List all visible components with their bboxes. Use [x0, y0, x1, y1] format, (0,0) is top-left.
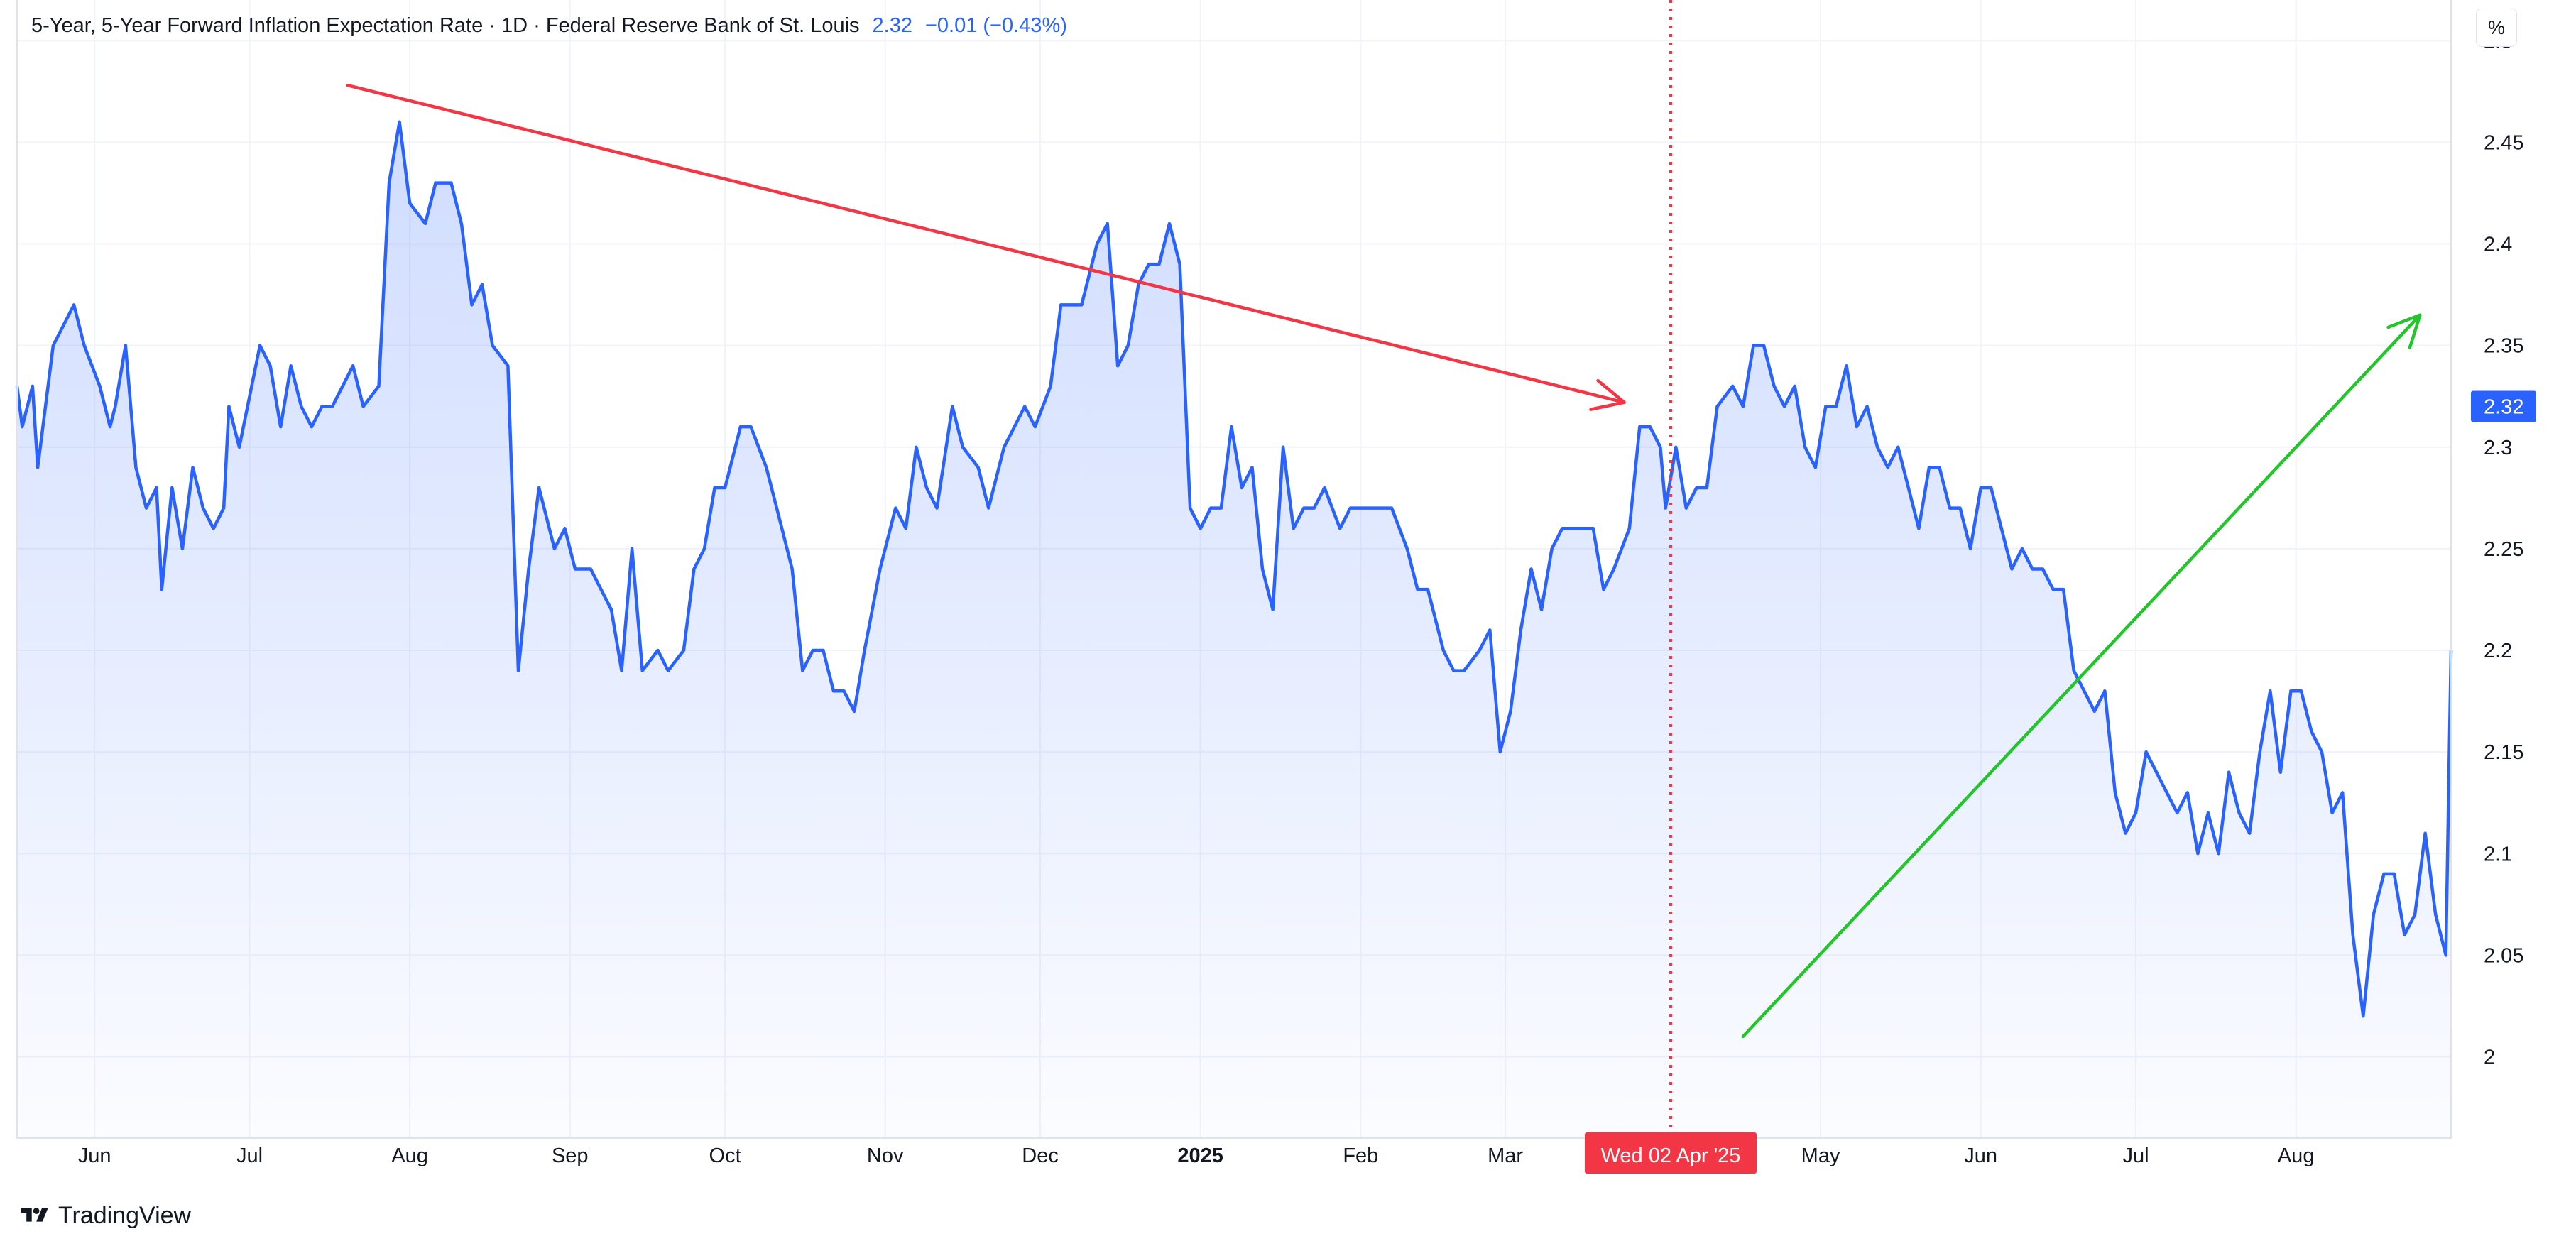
tradingview-logo-icon: [21, 1208, 48, 1222]
x-tick-label: Jun: [78, 1144, 111, 1167]
downtrend-arrow: [346, 83, 1626, 405]
x-tick-label: Sep: [552, 1144, 589, 1167]
y-tick-label: 2.25: [2484, 538, 2523, 561]
trend-annotations[interactable]: [346, 83, 2422, 1039]
value-change: −0.01 (−0.43%): [924, 13, 1067, 37]
y-tick-label: 2.1: [2484, 843, 2512, 865]
symbol-title[interactable]: 5-Year, 5-Year Forward Inflation Expecta…: [31, 13, 860, 37]
chart-legend-header[interactable]: 5-Year, 5-Year Forward Inflation Expecta…: [31, 10, 1067, 41]
axis-badges: Wed 02 Apr '252.32: [1585, 390, 2536, 1174]
x-tick-label: Mar: [1488, 1144, 1523, 1167]
x-tick-label: Jun: [1964, 1144, 1997, 1167]
x-tick-label: Jul: [2122, 1144, 2149, 1167]
x-tick-label: Feb: [1343, 1144, 1378, 1167]
y-tick-label: 2.35: [2484, 335, 2523, 358]
x-tick-label: 2025: [1177, 1144, 1223, 1167]
x-tick-label: Aug: [391, 1144, 428, 1167]
crosshair-date-label: Wed 02 Apr '25: [1601, 1144, 1741, 1167]
price-axis[interactable]: 2.52.452.42.352.32.252.22.152.12.052: [2484, 30, 2523, 1069]
y-tick-label: 2.2: [2484, 640, 2512, 662]
series-line[interactable]: [15, 120, 2453, 1018]
crosshair-date-badge: [1585, 1132, 1757, 1174]
last-price-badge: [2471, 390, 2536, 422]
x-tick-label: Jul: [236, 1144, 263, 1167]
y-tick-label: 2.05: [2484, 944, 2523, 967]
last-price-label: 2.32: [2484, 396, 2523, 419]
time-axis[interactable]: Jun Jul Aug Sep Oct Nov Dec 2025 Feb Mar May Jun Jul…: [78, 1144, 2315, 1167]
y-tick-label: 2.4: [2484, 234, 2512, 256]
x-tick-label: Nov: [867, 1144, 904, 1167]
last-value: 2.32: [872, 13, 912, 37]
y-tick-label: 2.3: [2484, 437, 2512, 459]
downtrend-arrow-head: [1589, 378, 1626, 411]
chart-pane-border: [16, 0, 2452, 1139]
x-tick-label: Aug: [2278, 1144, 2315, 1167]
branding-label: TradingView: [58, 1201, 192, 1229]
y-tick-label: 2.45: [2484, 131, 2523, 154]
uptrend-arrow-head: [2386, 313, 2422, 349]
y-tick-label: 2.15: [2484, 741, 2523, 764]
x-tick-label: May: [1801, 1144, 1840, 1167]
uptrend-arrow: [1741, 313, 2422, 1039]
x-tick-label: Oct: [709, 1144, 741, 1167]
series-area-fill: [17, 121, 2451, 1138]
tradingview-branding[interactable]: TradingView: [17, 1200, 191, 1231]
price-unit-button[interactable]: %: [2476, 9, 2517, 47]
y-tick-label: 2: [2484, 1046, 2495, 1069]
x-tick-label: Dec: [1022, 1144, 1059, 1167]
